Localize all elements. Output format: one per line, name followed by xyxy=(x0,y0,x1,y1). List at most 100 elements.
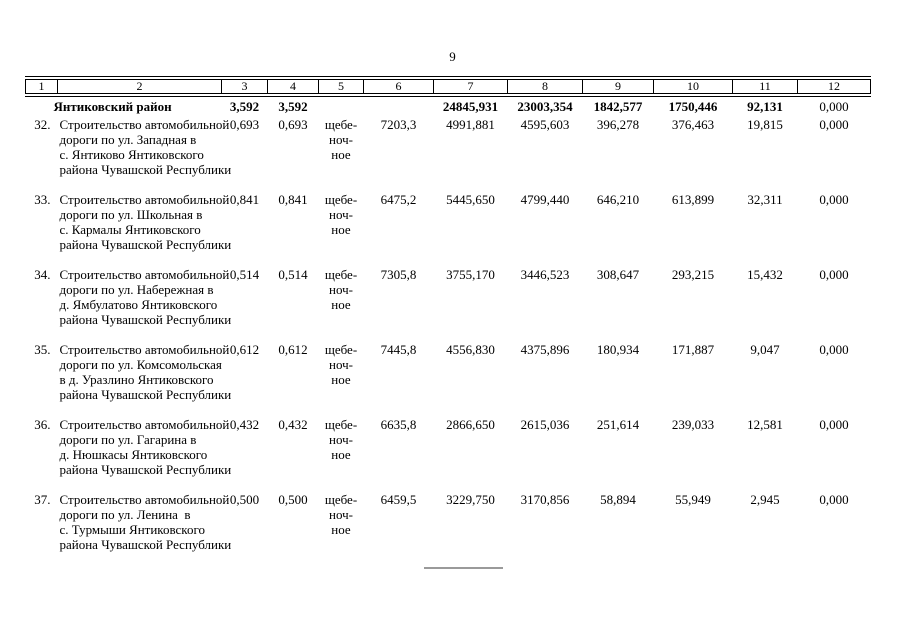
value-col11: 19,815 xyxy=(747,117,783,132)
value-col10: 293,215 xyxy=(671,267,715,282)
project-row: 35. Строительство автомобильной дороги по … xyxy=(26,341,871,416)
value-col7: 4556,830 xyxy=(446,342,495,357)
value-col4: 0,841 xyxy=(278,192,308,207)
surface-line: ное xyxy=(331,372,351,387)
project-description: Строительство автомобильной дороги по ул.… xyxy=(58,266,232,341)
description-line: дороги по ул. Набережная в xyxy=(59,282,214,297)
description-line: Строительство автомобильной xyxy=(59,342,230,357)
description-line: д. Нюшкасы Янтиковского xyxy=(59,447,208,462)
column-header-3: 3 xyxy=(221,76,268,97)
value-col9: 180,934 xyxy=(596,342,640,357)
project-row: 36. Строительство автомобильной дороги по … xyxy=(26,416,871,491)
value-col11: 12,581 xyxy=(747,417,783,432)
description-line: дороги по ул. Западная в xyxy=(59,132,197,147)
surface-type: щебе-ноч-ное xyxy=(319,191,364,266)
page-number: 9 xyxy=(449,49,456,64)
description-line: с. Янтиково Янтиковского xyxy=(59,147,204,162)
description-line: Строительство автомобильной xyxy=(59,267,230,282)
surface-type: щебе-ноч-ное xyxy=(319,416,364,491)
summary-value-col6 xyxy=(364,95,434,116)
description-line: района Чувашской Республики xyxy=(59,312,232,327)
surface-line: ное xyxy=(331,147,351,162)
value-col12: 0,000 xyxy=(819,192,849,207)
row-number: 33. xyxy=(34,192,51,207)
surface-line: ноч- xyxy=(329,432,353,447)
value-col8: 3170,856 xyxy=(520,492,570,507)
value-col6: 7445,8 xyxy=(380,342,417,357)
column-header-9: 9 xyxy=(582,76,654,97)
surface-line: ноч- xyxy=(329,357,353,372)
summary-value-col7: 24845,931 xyxy=(442,99,499,114)
column-header-6: 6 xyxy=(363,76,434,97)
value-col3: 0,841 xyxy=(229,192,260,207)
value-col7: 2866,650 xyxy=(446,417,495,432)
summary-value-col4: 3,592 xyxy=(278,99,308,114)
surface-line: щебе- xyxy=(324,342,358,357)
row-number: 37. xyxy=(34,492,51,507)
road-projects-table: 1 2 3 4 5 6 7 8 9 10 11 12 Янтиковский р… xyxy=(25,76,871,566)
description-line: с. Турмыши Янтиковского xyxy=(59,522,205,537)
surface-line: ноч- xyxy=(329,507,353,522)
description-line: дороги по ул. Ленина в xyxy=(59,507,191,522)
surface-line: щебе- xyxy=(324,192,358,207)
column-header-10: 10 xyxy=(653,76,733,97)
value-col12: 0,000 xyxy=(819,417,849,432)
project-description: Строительство автомобильной дороги по ул.… xyxy=(58,416,232,491)
district-name: Янтиковский район xyxy=(53,99,172,114)
project-row: 37. Строительство автомобильной дороги по … xyxy=(26,491,871,566)
project-row: 32. Строительство автомобильной дороги по … xyxy=(26,116,871,191)
value-col6: 6459,5 xyxy=(380,492,417,507)
surface-line: щебе- xyxy=(324,492,358,507)
column-number-header-row: 1 2 3 4 5 6 7 8 9 10 11 12 xyxy=(25,76,871,97)
value-col10: 171,887 xyxy=(671,342,715,357)
surface-line: щебе- xyxy=(324,417,358,432)
surface-line: ноч- xyxy=(329,132,353,147)
value-col9: 396,278 xyxy=(596,117,640,132)
value-col3: 0,612 xyxy=(229,342,260,357)
value-col6: 7203,3 xyxy=(380,117,417,132)
value-col6: 6475,2 xyxy=(380,192,417,207)
surface-line: ноч- xyxy=(329,282,353,297)
row-number: 34. xyxy=(34,267,51,282)
value-col11: 2,945 xyxy=(750,492,780,507)
value-col11: 32,311 xyxy=(747,192,783,207)
value-col8: 2615,036 xyxy=(520,417,570,432)
description-line: района Чувашской Республики xyxy=(59,387,232,402)
description-line: района Чувашской Республики xyxy=(59,162,232,177)
value-col9: 58,894 xyxy=(600,492,636,507)
summary-value-col12: 0,000 xyxy=(819,99,849,114)
surface-line: ное xyxy=(331,447,351,462)
value-col10: 239,033 xyxy=(671,417,715,432)
description-line: района Чувашской Республики xyxy=(59,237,232,252)
description-line: Строительство автомобильной xyxy=(59,192,230,207)
value-col9: 251,614 xyxy=(596,417,640,432)
value-col4: 0,500 xyxy=(278,492,308,507)
surface-type: щебе-ноч-ное xyxy=(319,341,364,416)
summary-value-col8: 23003,354 xyxy=(517,99,573,114)
column-header-4: 4 xyxy=(267,76,319,97)
district-summary-row: Янтиковский район 3,592 3,592 24845,931 … xyxy=(26,95,871,116)
summary-value-col9: 1842,577 xyxy=(593,99,643,114)
description-line: района Чувашской Республики xyxy=(59,537,232,552)
summary-value-col10: 1750,446 xyxy=(668,99,718,114)
description-line: дороги по ул. Школьная в xyxy=(59,207,203,222)
column-header-12: 12 xyxy=(797,76,871,97)
column-header-7: 7 xyxy=(433,76,508,97)
description-line: Строительство автомобильной xyxy=(59,492,230,507)
value-col3: 0,500 xyxy=(229,492,260,507)
footnote-divider xyxy=(424,567,503,569)
surface-line: щебе- xyxy=(324,117,358,132)
summary-value-col11: 92,131 xyxy=(747,99,783,114)
column-header-5: 5 xyxy=(318,76,364,97)
description-line: Строительство автомобильной xyxy=(59,417,230,432)
value-col11: 9,047 xyxy=(750,342,780,357)
value-col12: 0,000 xyxy=(819,492,849,507)
table-body: Янтиковский район 3,592 3,592 24845,931 … xyxy=(26,95,871,566)
value-col11: 15,432 xyxy=(747,267,783,282)
surface-line: ноч- xyxy=(329,207,353,222)
project-row: 33. Строительство автомобильной дороги по … xyxy=(26,191,871,266)
value-col9: 646,210 xyxy=(596,192,640,207)
row-number: 36. xyxy=(34,417,51,432)
row-number: 32. xyxy=(34,117,51,132)
surface-type: щебе-ноч-ное xyxy=(319,116,364,191)
